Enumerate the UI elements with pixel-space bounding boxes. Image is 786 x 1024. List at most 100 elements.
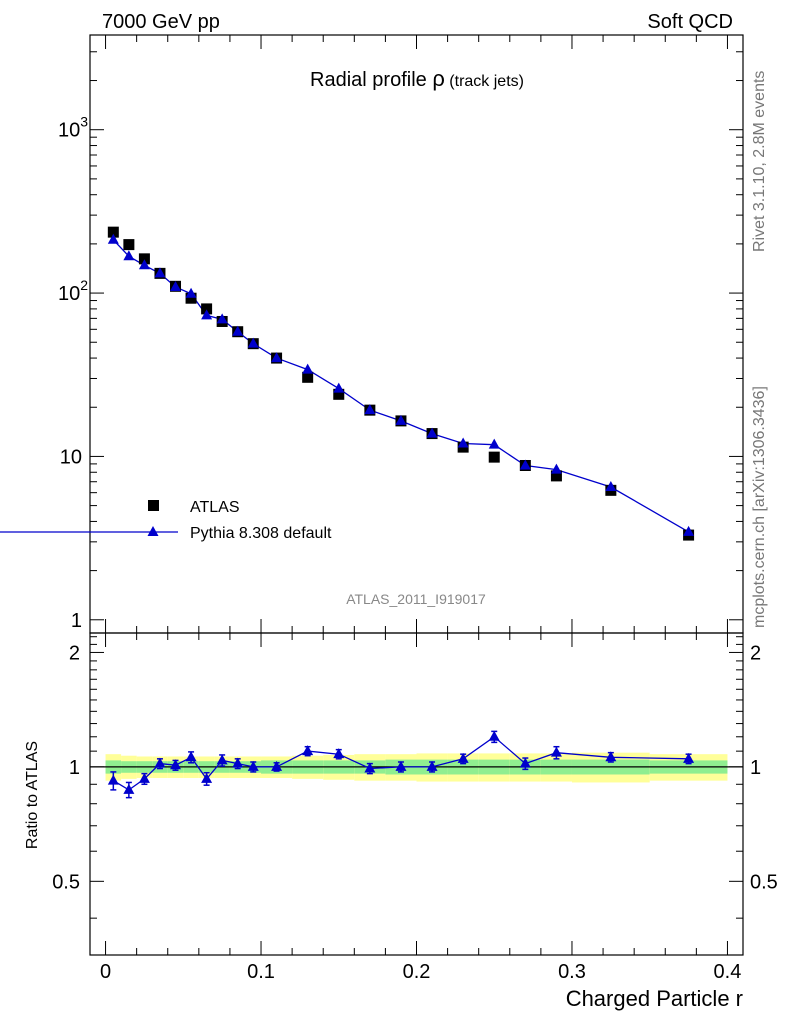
ratio-y-tick-label-right: 2 bbox=[750, 642, 761, 664]
pythia-point bbox=[154, 267, 166, 278]
main-y-tick-base: 10 bbox=[58, 120, 80, 142]
ratio-point bbox=[185, 751, 197, 762]
x-tick-label: 0.3 bbox=[558, 961, 586, 983]
main-y-tick-exp: 2 bbox=[80, 277, 88, 293]
pythia-point bbox=[138, 259, 150, 270]
ratio-plot-frame bbox=[89, 632, 744, 956]
main-y-tick-base: 10 bbox=[60, 446, 82, 468]
pythia-point bbox=[216, 313, 228, 324]
ratio-point bbox=[247, 760, 259, 771]
atlas-point bbox=[488, 451, 500, 463]
x-axis-label: Charged Particle r bbox=[566, 986, 743, 1011]
main-y-tick-base: 10 bbox=[58, 283, 80, 305]
pythia-point bbox=[201, 309, 213, 320]
pythia-point bbox=[333, 382, 345, 393]
main-series-group bbox=[107, 226, 695, 541]
atlas-point bbox=[302, 371, 314, 383]
ratio-y-tick-label: 1 bbox=[69, 757, 80, 779]
pythia-point bbox=[488, 438, 500, 449]
legend: ATLAS Pythia 8.308 default bbox=[0, 499, 332, 542]
atlas-point bbox=[333, 388, 345, 400]
legend-atlas-marker bbox=[148, 500, 159, 511]
pythia-point bbox=[519, 459, 531, 470]
main-y-tick-label: 103 bbox=[58, 114, 88, 142]
x-tick-label: 0.1 bbox=[247, 961, 275, 983]
pythia-point bbox=[107, 233, 119, 244]
ratio-point bbox=[605, 751, 617, 762]
atlas-point bbox=[123, 239, 135, 251]
main-y-tick-label: 1 bbox=[71, 610, 82, 632]
ratio-point bbox=[519, 757, 531, 768]
ratio-point bbox=[170, 759, 182, 770]
ratio-series-group bbox=[107, 730, 695, 799]
ratio-axis-ticks bbox=[90, 633, 743, 955]
main-y-tick-label: 10 bbox=[60, 446, 82, 468]
chart-title: Radial profile ρ (track jets) bbox=[310, 66, 524, 91]
pythia-point bbox=[302, 363, 314, 374]
x-tick-label: 0.2 bbox=[403, 961, 431, 983]
main-axis-ticks bbox=[90, 35, 743, 633]
main-plot-frame bbox=[89, 34, 744, 634]
ratio-point bbox=[302, 745, 314, 756]
header-left: 7000 GeV pp bbox=[102, 11, 220, 33]
pythia-point bbox=[605, 480, 617, 491]
chart-title-main: Radial profile bbox=[310, 69, 432, 91]
ratio-plot: 0.5 0.51 12 2 0 0.1 0.2 0.3 0.4 Ratio to ATLAS … bbox=[24, 632, 778, 1011]
pythia-point bbox=[185, 287, 197, 298]
pythia-line bbox=[112, 239, 689, 533]
atlas-point bbox=[185, 292, 197, 304]
legend-atlas-label: ATLAS bbox=[190, 499, 240, 516]
ratio-y-tick-labels: 0.5 0.5 1 1 2 2 bbox=[52, 642, 778, 893]
pythia-point bbox=[123, 250, 135, 261]
ratio-point bbox=[271, 760, 283, 771]
ratio-point bbox=[550, 746, 562, 757]
ratio-line bbox=[112, 735, 689, 791]
legend-pythia-label: Pythia 8.308 default bbox=[190, 525, 332, 542]
ratio-y-tick-label-right: 0.5 bbox=[750, 871, 778, 893]
ratio-point bbox=[216, 754, 228, 765]
x-tick-labels: 0 0.1 0.2 0.3 0.4 bbox=[100, 961, 741, 983]
chart-title-symbol: ρ bbox=[432, 66, 445, 91]
ratio-point bbox=[426, 760, 438, 771]
pythia-point bbox=[683, 525, 695, 536]
ratio-point bbox=[123, 783, 135, 794]
ratio-y-axis-label: Ratio to ATLAS bbox=[24, 741, 41, 849]
ratio-point bbox=[107, 774, 119, 785]
pythia-point bbox=[457, 437, 469, 448]
x-tick-label: 0.4 bbox=[714, 961, 742, 983]
ratio-point bbox=[154, 757, 166, 768]
rivet-label: Rivet 3.1.10, 2.8M events bbox=[751, 71, 768, 252]
atlas-point bbox=[201, 303, 213, 315]
x-tick-label: 0 bbox=[100, 961, 111, 983]
chart-title-sub: (track jets) bbox=[445, 73, 524, 90]
pythia-point bbox=[395, 414, 407, 425]
ratio-point bbox=[232, 757, 244, 768]
pythia-point bbox=[364, 404, 376, 415]
ratio-point bbox=[395, 760, 407, 771]
pythia-point bbox=[170, 280, 182, 291]
pythia-point bbox=[550, 463, 562, 474]
main-y-tick-base: 1 bbox=[71, 610, 82, 632]
pythia-point bbox=[271, 352, 283, 363]
mcplots-label: mcplots.cern.ch [arXiv:1306.3436] bbox=[751, 386, 768, 628]
ratio-y-tick-label: 2 bbox=[69, 642, 80, 664]
ratio-point bbox=[683, 752, 695, 763]
atlas-point bbox=[138, 253, 150, 265]
main-y-tick-exp: 3 bbox=[80, 114, 88, 130]
ratio-y-tick-label-right: 1 bbox=[750, 757, 761, 779]
main-y-tick-label: 102 bbox=[58, 277, 88, 305]
ratio-point bbox=[457, 752, 469, 763]
legend-pythia-marker bbox=[147, 526, 159, 536]
header-right: Soft QCD bbox=[647, 11, 733, 33]
ratio-point bbox=[333, 748, 345, 759]
analysis-label: ATLAS_2011_I919017 bbox=[346, 591, 486, 607]
pythia-point bbox=[247, 337, 259, 348]
ratio-point bbox=[201, 772, 213, 783]
ratio-y-tick-label: 0.5 bbox=[52, 871, 80, 893]
atlas-point bbox=[107, 226, 119, 238]
ratio-point bbox=[138, 772, 150, 783]
atlas-point bbox=[550, 470, 562, 482]
